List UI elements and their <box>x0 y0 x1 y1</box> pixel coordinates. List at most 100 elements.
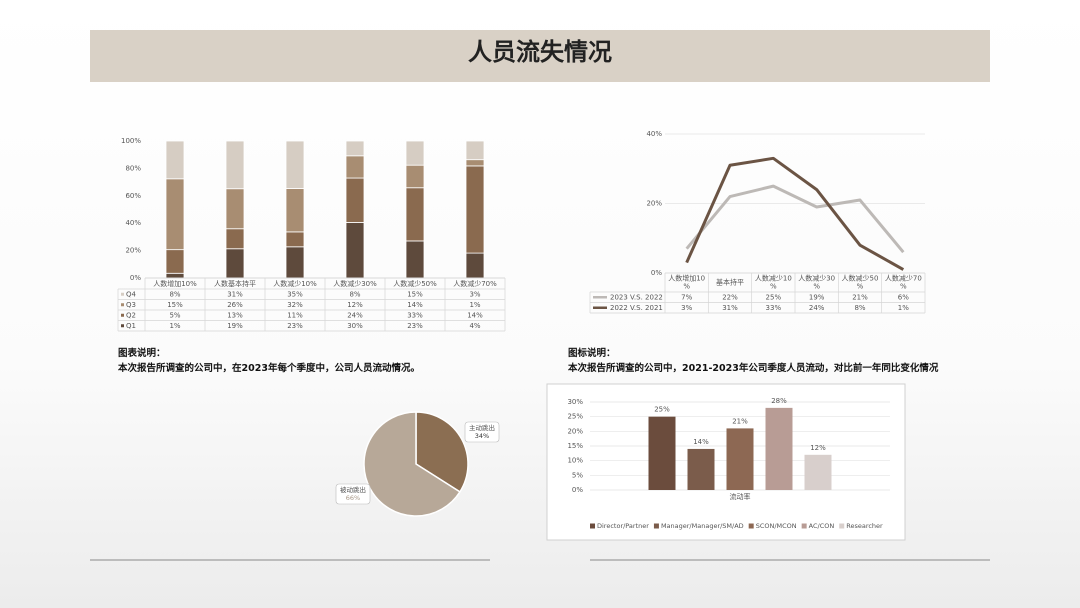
y-tick-label: 30% <box>567 398 583 406</box>
table-value: 3% <box>681 304 692 312</box>
bar-segment <box>285 231 305 248</box>
table-value: 14% <box>467 311 483 319</box>
table-value: 33% <box>766 304 782 312</box>
table-header: 人数减少10% <box>273 279 317 288</box>
label-box <box>335 483 371 505</box>
bar-segment <box>165 140 185 180</box>
bar <box>687 448 715 490</box>
table-value: 1% <box>169 322 180 330</box>
table-header: 人数减少70% <box>453 279 497 288</box>
table-value: 23% <box>287 322 303 330</box>
table-value: 23% <box>407 322 423 330</box>
y-tick-label: 80% <box>125 164 141 172</box>
y-tick-label: 20% <box>567 427 583 435</box>
table-value: 30% <box>347 322 363 330</box>
bar <box>765 407 793 490</box>
data-label: 28% <box>771 397 787 405</box>
bar-segment <box>345 222 365 279</box>
note: 本次报告所调查的公司中，在2023年每个季度中，公司人员流动情况。 <box>118 362 420 374</box>
bar-segment <box>285 140 305 189</box>
bar-segment <box>465 252 485 279</box>
bar-segment <box>165 272 185 279</box>
table-value: 33% <box>407 311 423 319</box>
table-value: 15% <box>167 301 183 309</box>
bar-segment <box>405 187 425 242</box>
bar <box>804 454 832 490</box>
bar-segment <box>465 159 485 167</box>
y-tick-label: 15% <box>567 442 583 450</box>
table-value: 21% <box>852 293 868 301</box>
table-value: 7% <box>681 293 692 301</box>
bar-segment <box>165 178 185 251</box>
legend-swatch <box>590 523 595 529</box>
data-label: 14% <box>693 438 709 446</box>
legend-label: AC/CON <box>809 522 835 530</box>
table-value: 22% <box>722 293 738 301</box>
table-value: 14% <box>407 301 423 309</box>
table-value: 31% <box>227 290 243 298</box>
table-value: 24% <box>347 311 363 319</box>
table-value: 24% <box>809 304 825 312</box>
legend-swatch <box>121 292 124 296</box>
y-tick-label: 40% <box>125 219 141 227</box>
legend-label: 2022 V.S. 2021 <box>610 304 663 312</box>
data-label: 21% <box>732 417 748 425</box>
bar-segment <box>345 140 365 157</box>
legend-swatch <box>839 523 845 529</box>
bar-segment <box>285 188 305 233</box>
legend-label: SCON/MCON <box>756 522 797 530</box>
y-tick-label: 20% <box>125 247 141 255</box>
table-value: 15% <box>407 290 423 298</box>
table-value: 5% <box>169 311 180 319</box>
table-header: 人数减少50% <box>393 279 437 288</box>
table-value: 25% <box>766 293 782 301</box>
data-label: 25% <box>654 406 670 414</box>
table-header: 人数增加10% <box>153 279 197 288</box>
y-tick-label: 5% <box>572 471 583 479</box>
table-header: 人数减少30% <box>333 279 377 288</box>
table-header: 人数减少10% <box>755 274 792 291</box>
table-value: 3% <box>469 290 480 298</box>
legend-label: Manager/Manager/SM/AD <box>661 522 744 530</box>
table-header: 人数增加10% <box>668 274 705 291</box>
slice-label: 主动跳出 <box>469 423 495 432</box>
bar-segment <box>225 188 245 230</box>
table-header: 人数基本持平 <box>214 279 256 288</box>
table-value: 26% <box>227 301 243 309</box>
pie-slice <box>363 411 461 517</box>
line-series <box>685 156 905 271</box>
y-tick-label: 0% <box>572 486 583 494</box>
header-band <box>90 30 990 82</box>
bar-segment <box>345 155 365 179</box>
bar-segment <box>165 249 185 274</box>
legend-swatch <box>121 313 124 317</box>
table-value: 1% <box>469 301 480 309</box>
legend-label: Q4 <box>126 290 137 298</box>
legend-label: Q1 <box>126 322 136 330</box>
bar-segment <box>345 177 365 223</box>
legend-label: Q2 <box>126 311 136 319</box>
table-header: 基本持平 <box>716 278 744 287</box>
chart-frame <box>546 383 906 541</box>
table-value: 31% <box>722 304 738 312</box>
table-header: 人数减少70% <box>885 274 922 291</box>
y-tick-label: 100% <box>121 137 141 145</box>
y-tick-label: 0% <box>130 274 141 282</box>
bar-segment <box>465 140 485 161</box>
legend-swatch <box>653 523 659 529</box>
table-value: 8% <box>349 290 360 298</box>
table-value: 8% <box>169 290 180 298</box>
table-value: 32% <box>287 301 303 309</box>
bar-segment <box>405 140 425 166</box>
table-value: 6% <box>898 293 909 301</box>
y-tick-label: 40% <box>646 130 662 138</box>
y-tick-label: 25% <box>567 413 583 421</box>
table-value: 19% <box>809 293 825 301</box>
bar <box>726 428 754 490</box>
legend-swatch <box>121 324 124 328</box>
legend-label: Q3 <box>126 301 136 309</box>
note-title: 图表说明： <box>118 347 166 359</box>
x-tick-label: 流动率 <box>730 492 751 501</box>
